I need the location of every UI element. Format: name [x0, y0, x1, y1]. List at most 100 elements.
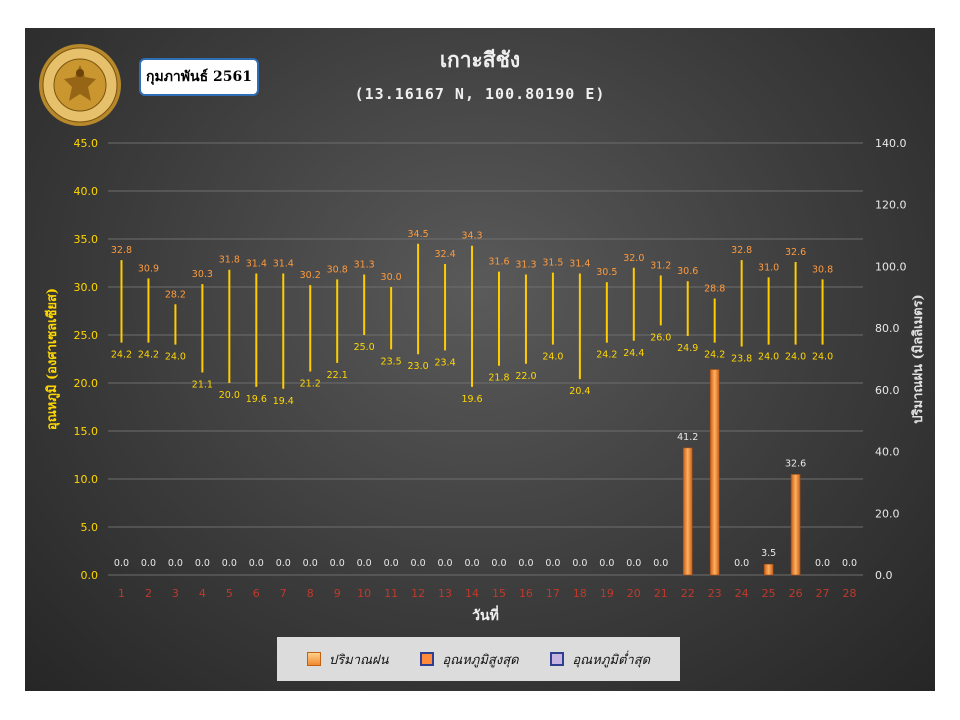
chart-title: เกาะสีชัง	[439, 48, 521, 72]
min-temp-label: 23.4	[434, 357, 455, 368]
meteorological-department-logo	[39, 44, 121, 126]
min-temp-label: 24.0	[542, 352, 563, 363]
y2-tick-label: 20.0	[875, 507, 900, 520]
x-tick-label: 19	[600, 587, 614, 600]
y-tick-label: 0.0	[81, 569, 99, 582]
rain-label: 0.0	[518, 558, 533, 569]
rain-label: 0.0	[842, 558, 857, 569]
legend-min-label: อุณหภูมิต่ำสุด	[572, 652, 651, 668]
y2-tick-label: 100.0	[875, 260, 907, 273]
y-tick-label: 25.0	[74, 329, 99, 342]
min-temp-label: 20.4	[569, 386, 590, 397]
min-temp-label: 19.6	[246, 394, 267, 405]
min-temp-label: 24.2	[704, 350, 725, 361]
y-tick-label: 15.0	[74, 425, 99, 438]
min-temp-swatch-icon	[550, 652, 565, 666]
x-axis-title: วันที่	[472, 605, 499, 624]
max-temp-label: 31.3	[515, 260, 536, 271]
rain-label: 0.0	[437, 558, 452, 569]
max-temp-label: 30.5	[596, 267, 617, 278]
min-temp-label: 22.1	[327, 370, 348, 381]
rain-label: 0.0	[626, 558, 641, 569]
min-temp-label: 21.2	[300, 378, 321, 389]
rain-bar	[790, 474, 801, 576]
x-tick-label: 16	[519, 587, 533, 600]
max-temp-label: 31.4	[569, 259, 590, 270]
legend-max-label: อุณหภูมิสูงสุด	[442, 652, 519, 668]
rain-label: 0.0	[276, 558, 291, 569]
max-temp-label: 32.0	[623, 253, 644, 264]
min-temp-label: 24.0	[785, 352, 806, 363]
min-temp-label: 21.1	[192, 379, 213, 390]
rain-label: 0.0	[357, 558, 372, 569]
y-tick-label: 40.0	[74, 185, 99, 198]
min-temp-label: 19.6	[461, 394, 482, 405]
max-temp-label: 32.4	[434, 249, 455, 260]
max-temp-label: 31.3	[354, 260, 375, 271]
rain-label: 0.0	[303, 558, 318, 569]
min-temp-label: 23.8	[731, 354, 752, 365]
rain-label: 0.0	[572, 558, 587, 569]
y-tick-label: 35.0	[74, 233, 99, 246]
legend-item-max: อุณหภูมิสูงสุด	[420, 649, 519, 670]
x-tick-label: 24	[735, 587, 749, 600]
y-tick-label: 45.0	[74, 137, 99, 150]
legend-item-rain: ปริมาณฝน	[306, 649, 389, 670]
rain-label: 0.0	[815, 558, 830, 569]
x-tick-label: 8	[307, 587, 314, 600]
rain-bar	[682, 447, 693, 576]
min-temp-label: 22.0	[515, 371, 536, 382]
min-temp-label: 23.5	[381, 356, 402, 367]
rain-bar	[709, 369, 720, 576]
x-tick-label: 11	[384, 587, 398, 600]
rain-label: 0.0	[141, 558, 156, 569]
x-tick-label: 25	[762, 587, 776, 600]
max-temp-label: 30.8	[812, 264, 833, 275]
x-tick-label: 20	[627, 587, 641, 600]
max-temp-label: 31.5	[542, 258, 563, 269]
rain-swatch-icon	[306, 652, 321, 666]
x-tick-label: 3	[172, 587, 179, 600]
y-tick-label: 20.0	[74, 377, 99, 390]
max-temp-label: 30.8	[327, 264, 348, 275]
legend-item-min: อุณหภูมิต่ำสุด	[550, 649, 650, 670]
x-tick-label: 14	[465, 587, 479, 600]
rain-label: 0.0	[464, 558, 479, 569]
x-tick-label: 22	[681, 587, 695, 600]
min-temp-label: 24.0	[165, 352, 186, 363]
legend-rain-label: ปริมาณฝน	[328, 652, 389, 668]
y2-tick-label: 80.0	[875, 322, 900, 335]
max-temp-label: 28.2	[165, 289, 186, 300]
x-tick-label: 4	[199, 587, 206, 600]
rain-label: 0.0	[249, 558, 264, 569]
y2-tick-label: 40.0	[875, 446, 900, 459]
y2-tick-label: 60.0	[875, 384, 900, 397]
min-temp-label: 24.2	[596, 350, 617, 361]
x-tick-label: 7	[280, 587, 287, 600]
max-temp-label: 31.2	[650, 260, 671, 271]
axes: 0.05.010.015.020.025.030.035.040.045.00.…	[44, 137, 926, 624]
x-tick-label: 6	[253, 587, 260, 600]
y-tick-label: 30.0	[74, 281, 99, 294]
x-tick-label: 18	[573, 587, 587, 600]
y-axis-title: อุณหภูมิ (องศาเซลเซียส)	[44, 288, 60, 430]
x-tick-label: 23	[708, 587, 722, 600]
x-tick-label: 13	[438, 587, 452, 600]
max-temp-label: 31.6	[488, 257, 509, 268]
data-labels: 0.0 0.0 0.0 0.0 0.0 0.0 0.0 0.0 0.0 0.0 0.0 0.0 0.0 0…	[111, 229, 857, 569]
y2-axis-title: ปริมาณฝน (มิลลิเมตร)	[911, 294, 926, 423]
month-label: กุมภาพันธ์ 2561	[139, 58, 259, 96]
x-tick-label: 15	[492, 587, 506, 600]
rain-label: 41.2	[677, 432, 698, 443]
rain-label: 0.0	[411, 558, 426, 569]
min-temp-label: 24.9	[677, 343, 698, 354]
rain-label: 0.0	[491, 558, 506, 569]
rain-label: 32.6	[785, 458, 806, 469]
max-temp-label: 32.8	[731, 245, 752, 256]
max-temp-swatch-icon	[420, 652, 435, 666]
max-temp-label: 28.8	[704, 284, 725, 295]
max-temp-label: 32.6	[785, 247, 806, 258]
y-tick-label: 5.0	[81, 521, 99, 534]
max-temp-label: 31.4	[246, 259, 267, 270]
